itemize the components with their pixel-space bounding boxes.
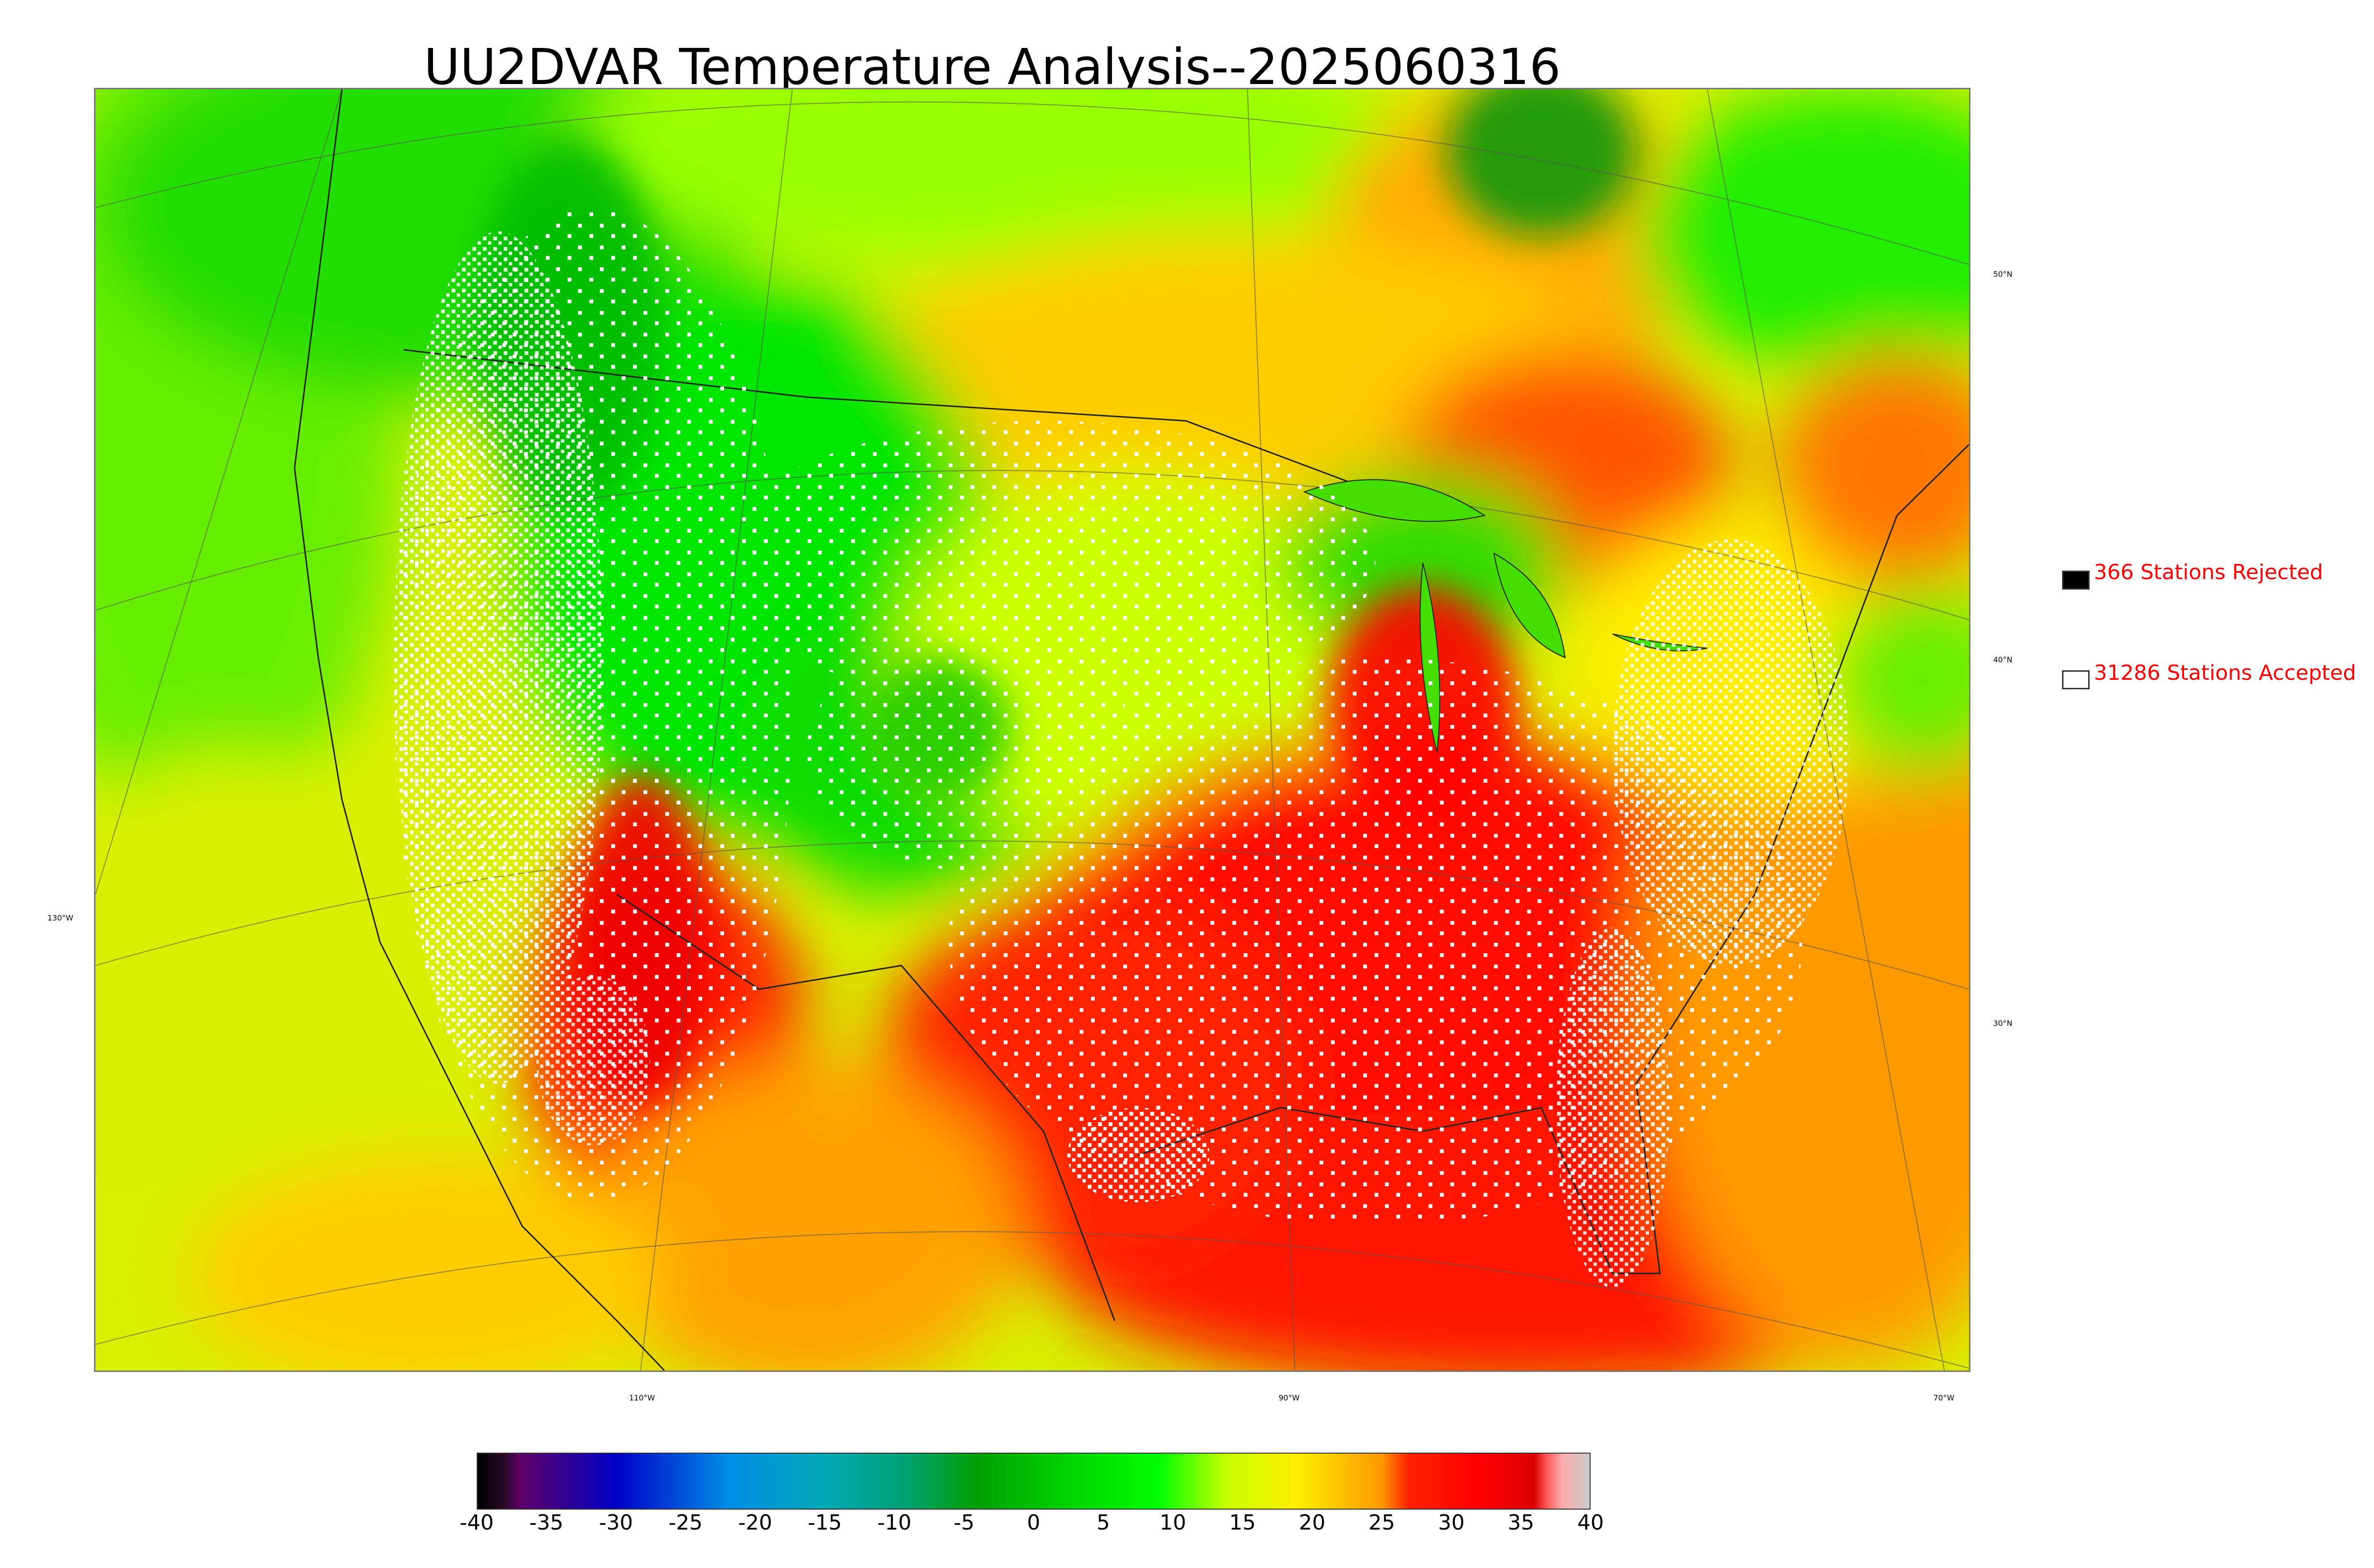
colorbar-tick-label: 0 — [1027, 1511, 1040, 1535]
temperature-field — [95, 89, 1969, 1371]
accepted-stations-label: 31286 Stations Accepted — [2094, 661, 2356, 685]
colorbar-tick-label: 25 — [1368, 1511, 1395, 1535]
lat-label-40: 40°N — [1993, 655, 2013, 664]
temperature-colorbar — [477, 1453, 1591, 1510]
temperature-map[interactable] — [94, 88, 1970, 1372]
colorbar-tick-label: 15 — [1229, 1511, 1256, 1535]
lon-label-130: 130°W — [47, 913, 74, 922]
lon-label-70: 70°W — [1933, 1393, 1955, 1402]
accepted-stations-swatch — [2062, 670, 2090, 689]
rejected-stations-label: 366 Stations Rejected — [2094, 560, 2323, 584]
colorbar-tick-label: -10 — [877, 1511, 912, 1535]
colorbar-tick-label: -25 — [668, 1511, 703, 1535]
colorbar-tick-label: -20 — [738, 1511, 772, 1535]
colorbar-tick-label: 30 — [1438, 1511, 1465, 1535]
colorbar-tick-label: 40 — [1577, 1511, 1604, 1535]
colorbar-tick-label: -30 — [599, 1511, 633, 1535]
colorbar-tick-label: 20 — [1299, 1511, 1326, 1535]
map-title: UU2DVAR Temperature Analysis--2025060316 — [424, 38, 1561, 96]
colorbar-tick-label: -5 — [953, 1511, 975, 1535]
lon-label-110: 110°W — [629, 1393, 655, 1402]
colorbar-tick-label: 10 — [1159, 1511, 1187, 1535]
lat-label-50: 50°N — [1993, 270, 2013, 279]
colorbar-tick-label: -15 — [808, 1511, 842, 1535]
colorbar-tick-label: 35 — [1507, 1511, 1535, 1535]
lat-label-30: 30°N — [1993, 1019, 2013, 1028]
rejected-stations-swatch — [2062, 571, 2090, 590]
colorbar-tick-label: -35 — [529, 1511, 564, 1535]
lon-label-90: 90°W — [1279, 1393, 1300, 1402]
colorbar-tick-label: 5 — [1096, 1511, 1110, 1535]
colorbar-tick-label: -40 — [460, 1511, 494, 1535]
